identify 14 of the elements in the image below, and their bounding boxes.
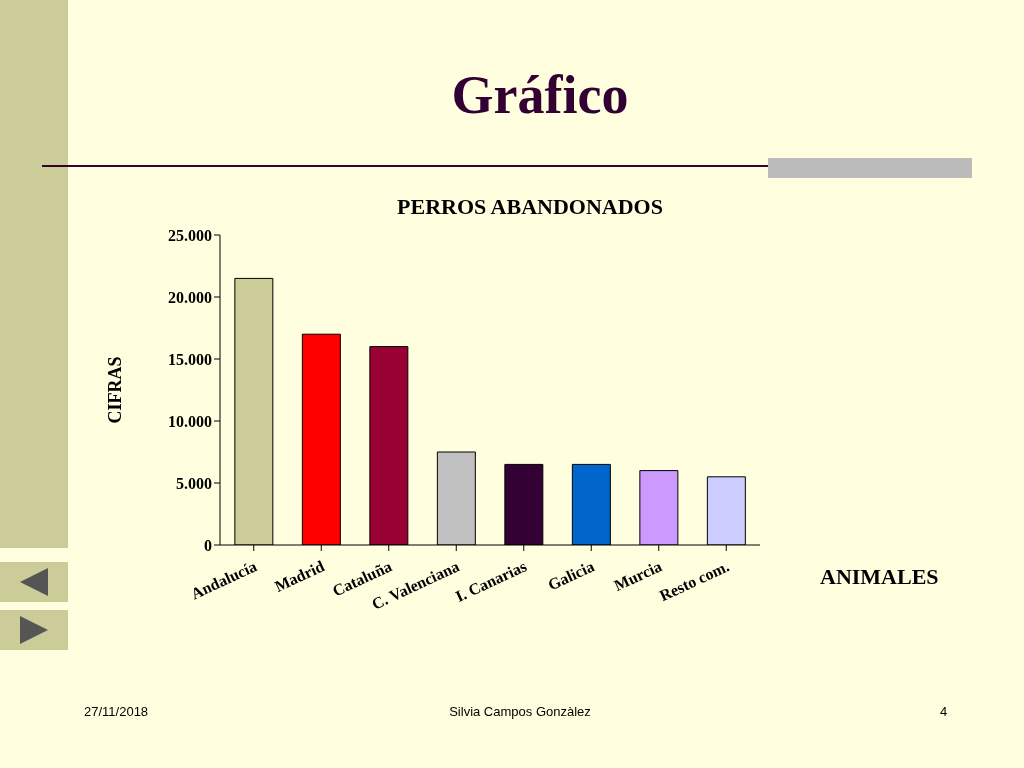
chart-subtitle: PERROS ABANDONADOS [396, 194, 664, 220]
text: 4 [940, 704, 948, 719]
x-axis-title: ANIMALES [820, 564, 939, 590]
y-tick-label: 15.000 [168, 350, 212, 368]
y-tick-label: 5.000 [176, 474, 212, 492]
y-tick-label: 10.000 [168, 412, 212, 430]
y-tick-label: 25.000 [168, 226, 212, 244]
text: 27/11/2018 [84, 704, 149, 719]
chart-title: Gráfico [450, 64, 630, 126]
y-tick-label: 20.000 [168, 288, 212, 306]
x-tick-label: Galicia [545, 557, 597, 594]
text: Silvia Campos Gonzàlez [448, 704, 592, 719]
y-axis-title: CIFRAS [105, 356, 126, 424]
y-tick-label: 0 [204, 536, 212, 554]
